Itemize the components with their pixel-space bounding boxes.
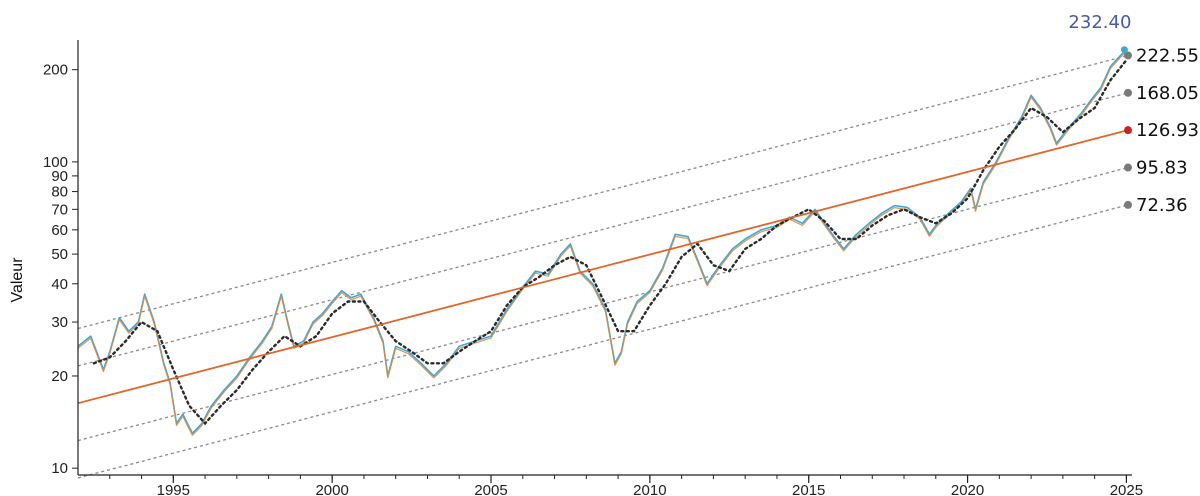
x-tick-label: 2010	[633, 482, 666, 496]
channel-level-label: 168.05	[1136, 83, 1199, 104]
moving-average-line	[92, 58, 1128, 426]
y-tick-label: 200	[43, 62, 68, 79]
channel-level-label: 95.83	[1136, 158, 1188, 179]
y-tick-label: 70	[51, 201, 68, 218]
y-tick-label: 50	[51, 246, 68, 263]
x-tick-label: 2005	[474, 482, 507, 496]
series-lines	[77, 49, 1129, 436]
y-tick-label: 100	[43, 154, 68, 171]
price-line	[77, 49, 1127, 435]
x-ticks: 1995 2000 2005 2010 2015 2020 2025	[109, 475, 1143, 496]
y-tick-label: 40	[51, 276, 68, 293]
channel-end-dot	[1124, 200, 1132, 209]
y-tick-label: 10	[51, 460, 68, 477]
trend-line	[77, 129, 1129, 405]
last-value-label: 232.40	[1068, 12, 1131, 33]
y-tick-label: 20	[51, 368, 68, 385]
x-tick-label: 2015	[792, 482, 825, 496]
end-labels: 222.55 168.05 126.93 95.83 72.36 232.40	[1068, 12, 1199, 216]
channel-line	[77, 92, 1129, 367]
last-value-dot	[1120, 46, 1128, 54]
price-smoothed-line	[77, 51, 1127, 436]
channel-level-label: 72.36	[1136, 195, 1188, 216]
x-tick-label: 2025	[1110, 482, 1143, 496]
channel-level-label: 126.93	[1136, 120, 1199, 141]
x-tick-label: 1995	[157, 482, 190, 496]
x-tick-label: 2000	[315, 482, 348, 496]
y-tick-label: 80	[51, 184, 68, 201]
trend-end-dot	[1124, 126, 1132, 135]
channel-line	[77, 54, 1129, 330]
channel-end-dot	[1124, 88, 1132, 97]
channel-end-dot	[1124, 51, 1132, 60]
y-tick-label: 90	[51, 168, 68, 185]
x-tick-label: 2020	[951, 482, 984, 496]
axes	[77, 40, 1132, 476]
channel-level-label: 222.55	[1136, 45, 1199, 66]
y-tick-label: 30	[51, 314, 68, 331]
y-tick-label: 60	[51, 222, 68, 239]
channel-line	[77, 204, 1129, 479]
channel-end-dot	[1124, 163, 1132, 172]
y-axis-title: Valeur	[9, 257, 26, 303]
